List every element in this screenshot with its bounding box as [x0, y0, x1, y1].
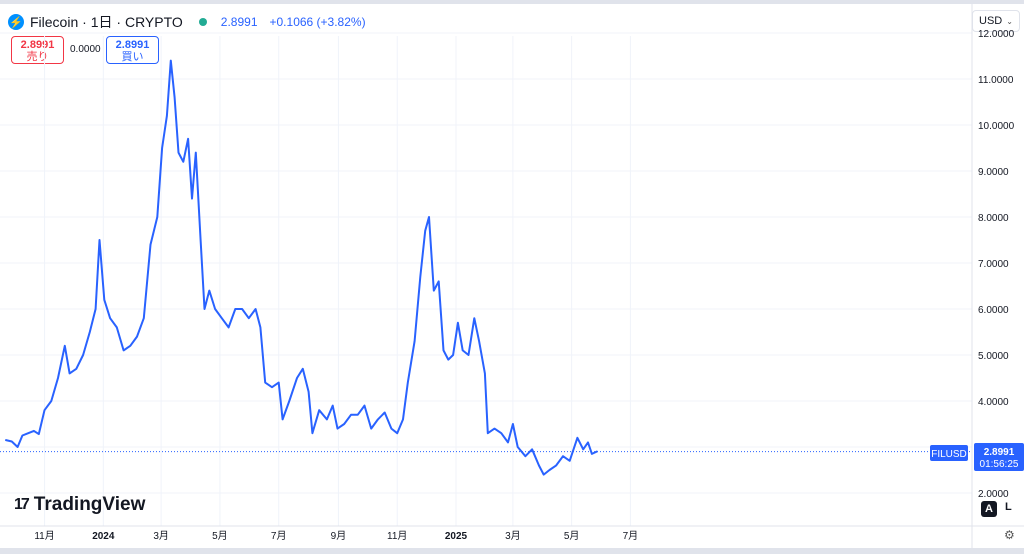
y-tick-label: 2.0000 [978, 489, 1009, 500]
countdown-label: 01:56:25 [980, 459, 1019, 470]
ticker-label: FILUSD [931, 449, 967, 460]
title-separator-1: · [82, 14, 91, 30]
x-tick-label: 7月 [271, 530, 287, 542]
y-tick-label: 7.0000 [978, 259, 1009, 270]
y-tick-label: 5.0000 [978, 351, 1009, 362]
currency-selector[interactable]: USD ⌄ [972, 10, 1020, 32]
price-axis-label: FILUSD 2.8991 01:56:25 [930, 443, 1024, 471]
x-tick-label: 2024 [92, 531, 115, 542]
market-status-icon [198, 18, 207, 26]
x-tick-label: 11月 [34, 530, 54, 542]
y-tick-label: 10.0000 [978, 121, 1015, 132]
x-tick-label: 5月 [212, 530, 228, 542]
chevron-down-icon: ⌄ [1006, 16, 1013, 26]
tradingview-logo[interactable]: 17 TradingView [14, 494, 145, 516]
x-tick-label: 9月 [331, 530, 347, 542]
x-tick-label: 11月 [387, 530, 407, 542]
spread-value: 0.0000 [70, 44, 101, 55]
price-label-bg [974, 443, 1024, 471]
x-axis: 11月 2024 3月 5月 7月 9月 11月 2025 3月 5月 7月 [34, 530, 638, 542]
sell-button[interactable]: 2.8991 売り [11, 36, 64, 64]
filecoin-logo-icon: ⚡ [8, 14, 24, 30]
buy-price: 2.8991 [115, 39, 150, 51]
tradingview-mark-icon: 17 [14, 496, 30, 513]
ticker-label-bg [930, 445, 968, 461]
x-tick-label: 3月 [153, 530, 169, 542]
symbol-interval: 1日 [90, 14, 113, 30]
buy-label: 買い [121, 51, 144, 63]
symbol-name: Filecoin [30, 14, 79, 30]
header-change: +0.1066 (+3.82%) [269, 15, 366, 29]
auto-scale-button[interactable]: A [981, 501, 997, 517]
symbol-header: ⚡ Filecoin · 1日 · CRYPTO 2.8991 +0.1066 … [8, 12, 366, 32]
header-price: 2.8991 [220, 15, 258, 29]
y-tick-label: 8.0000 [978, 213, 1009, 224]
y-tick-label: 11.0000 [978, 75, 1014, 86]
title-separator-2: · [116, 14, 125, 30]
buy-button[interactable]: 2.8991 買い [106, 36, 159, 64]
y-tick-label: 4.0000 [978, 397, 1009, 408]
top-border [0, 0, 1024, 4]
symbol-exchange: CRYPTO [124, 14, 183, 30]
bottom-border [0, 548, 1024, 554]
last-price-label: 2.8991 [984, 447, 1015, 458]
sell-label: 売り [26, 51, 49, 63]
y-tick-label: 12.0000 [978, 29, 1015, 40]
y-tick-label: 9.0000 [978, 167, 1009, 178]
brand-name: TradingView [33, 494, 146, 515]
x-tick-label: 3月 [505, 530, 521, 542]
symbol-title[interactable]: Filecoin · 1日 · CRYPTO [30, 12, 183, 32]
x-tick-label: 7月 [623, 530, 639, 542]
y-axis: 2.00003.00004.00005.00006.00007.00008.00… [978, 29, 1015, 500]
sell-price: 2.8991 [20, 39, 55, 51]
x-tick-label: 2025 [445, 531, 468, 542]
currency-label: USD [979, 15, 1003, 27]
x-tick-label: 5月 [564, 530, 580, 542]
log-scale-button[interactable]: L [1005, 501, 1012, 513]
price-series-line [5, 59, 598, 476]
chart-grid [0, 4, 1024, 548]
settings-gear-icon[interactable]: ⚙ [1004, 528, 1015, 542]
y-tick-label: 6.0000 [978, 305, 1009, 316]
